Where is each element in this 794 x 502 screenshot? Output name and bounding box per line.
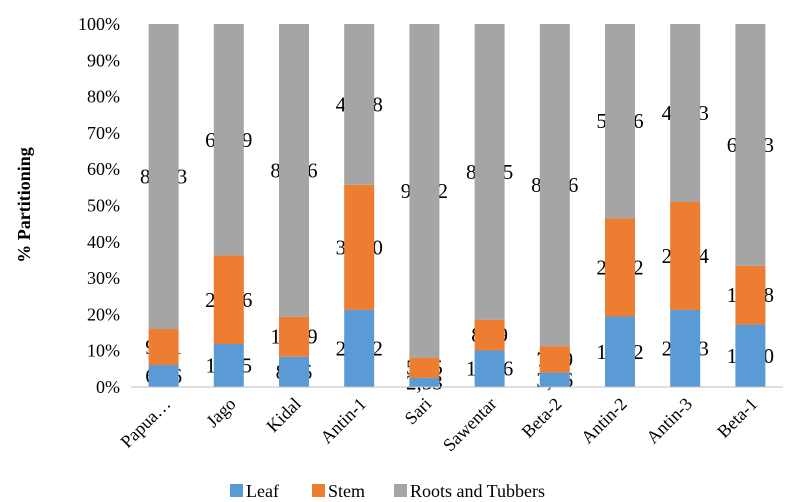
y-tick-label: 50% [87, 196, 120, 216]
legend-label: Leaf [246, 481, 279, 501]
x-tick-label: Antin-2 [577, 394, 631, 448]
legend-item-roots: Roots and Tubbers [394, 481, 545, 501]
bar-segment-stem [539, 346, 570, 373]
legend-label: Roots and Tubbers [410, 481, 545, 501]
plot-area: 6,069,9184,0311,8524,3663,798,3510,9980,… [140, 23, 774, 394]
x-tick-label: Jago [202, 394, 239, 431]
legend-label: Stem [328, 481, 365, 501]
bar-segment-roots [539, 23, 570, 347]
bar-segment-roots [344, 24, 375, 185]
bar-segment-leaf [344, 309, 375, 387]
y-tick-label: 60% [87, 159, 120, 179]
legend-swatch [230, 484, 243, 497]
bar-segment-leaf [213, 343, 244, 387]
y-tick-label: 80% [87, 87, 120, 107]
bar-segment-roots [670, 24, 701, 202]
bar-segment-leaf [409, 377, 440, 387]
y-tick-label: 70% [87, 123, 120, 143]
bar-segment-leaf [148, 365, 179, 387]
y-tick-label: 40% [87, 232, 120, 252]
x-tick-label: Antin-1 [316, 394, 370, 448]
bar-segment-leaf [539, 372, 570, 387]
x-tick-label: Kidal [262, 394, 304, 436]
y-tick-label: 90% [87, 50, 120, 70]
y-tick-label: 100% [78, 14, 120, 34]
legend-swatch [394, 484, 407, 497]
legend: Leaf Stem Roots and Tubbers [230, 481, 545, 501]
x-tick-label: Beta-1 [713, 394, 761, 442]
legend-item-stem: Stem [312, 481, 365, 501]
bar-segment-roots [148, 24, 179, 330]
legend-item-leaf: Leaf [230, 481, 279, 501]
x-tick-label: Beta-2 [518, 394, 566, 442]
x-tick-label: Sari [401, 394, 436, 429]
bar-segment-stem [735, 265, 766, 325]
bar-segment-leaf [670, 309, 701, 387]
bar-segment-stem [474, 319, 505, 351]
bar-segment-leaf [605, 316, 635, 387]
bar-segment-stem [409, 357, 440, 378]
bar-segment-roots [213, 24, 244, 256]
bar-segment-roots [474, 24, 505, 320]
bar-segment-stem [605, 218, 635, 317]
y-tick-label: 10% [87, 341, 120, 361]
x-axis: Papua… Jago Kidal Antin-1 Sari Sawentar Beta-2… [116, 386, 783, 456]
bar-segment-stem [670, 201, 701, 310]
bar-segment-roots [735, 23, 766, 266]
bar-segment-stem [279, 316, 309, 357]
y-tick-label: 0% [96, 377, 120, 397]
x-tick-label: Antin-3 [642, 394, 696, 448]
bar-segment-leaf [735, 324, 766, 387]
y-axis: 0% 10% 20% 30% 40% 50% 60% 70% 80% 90% 100% [78, 14, 120, 397]
legend-swatch [312, 484, 325, 497]
x-tick-label: Sawentar [439, 394, 501, 456]
y-tick-label: 30% [87, 268, 120, 288]
bar-segment-stem [213, 255, 244, 344]
bar-segment-roots [605, 24, 635, 219]
bar-segment-stem [344, 184, 375, 310]
x-tick-label: Papua… [116, 394, 174, 452]
y-axis-title: % Partitioning [14, 147, 34, 263]
bar-segment-stem [148, 329, 179, 366]
y-tick-label: 20% [87, 304, 120, 324]
bar-segment-roots [279, 24, 309, 317]
bar-segment-leaf [474, 350, 505, 387]
bar-segment-leaf [279, 356, 309, 387]
bar-segment-roots [409, 24, 440, 358]
